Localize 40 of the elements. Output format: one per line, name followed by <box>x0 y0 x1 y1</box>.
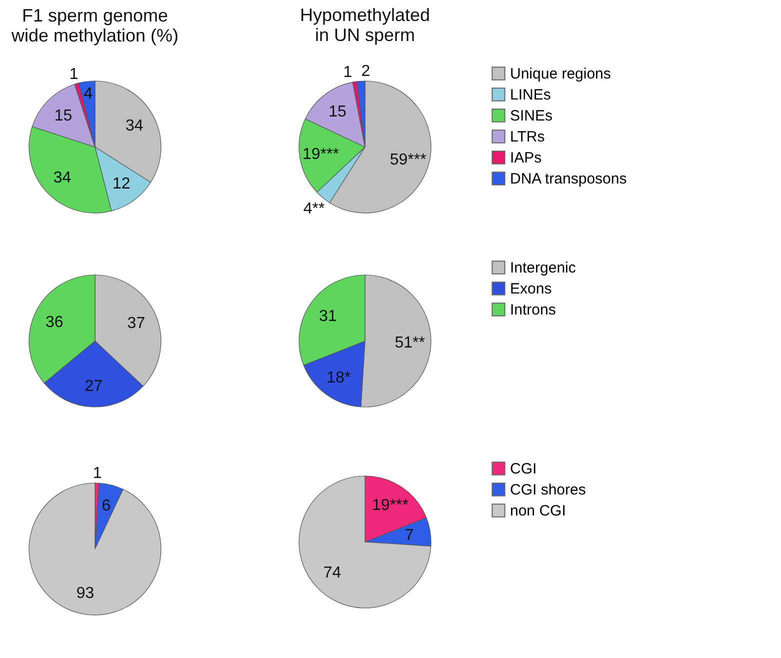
legend-label: SINEs <box>510 108 553 124</box>
data-label: 2 <box>361 63 370 80</box>
chart-title: F1 sperm genome wide methylation (%) <box>10 6 179 46</box>
data-label: 27 <box>84 378 103 395</box>
legend-label: Unique regions <box>510 66 611 82</box>
data-label: 7 <box>404 526 414 544</box>
data-label: 34 <box>125 117 144 134</box>
legend-label: non CGI <box>510 502 566 520</box>
legend-label: LTRs <box>510 128 545 146</box>
data-label: 15 <box>328 104 346 121</box>
data-label: 34 <box>53 170 72 187</box>
data-label: 19*** <box>372 496 408 514</box>
legend-label: LINEs <box>510 86 551 104</box>
legend-label: IAPs <box>510 150 542 166</box>
legend-label: Intergenic <box>510 260 576 276</box>
data-label: 19*** <box>302 146 339 164</box>
data-label: 37 <box>127 315 146 332</box>
data-label: 6 <box>102 498 111 515</box>
data-label: 12 <box>112 175 130 192</box>
data-label: 15 <box>54 107 72 124</box>
data-label: 1 <box>343 64 352 81</box>
data-label: 59*** <box>390 152 426 169</box>
data-label: 1 <box>92 465 102 482</box>
data-label: 51** <box>394 334 425 352</box>
data-label: 4** <box>303 200 325 218</box>
legend-label: Exons <box>510 280 552 298</box>
data-label: 36 <box>45 314 64 331</box>
pie-slice <box>28 482 162 616</box>
data-label: 4 <box>84 85 93 102</box>
legend-label: DNA transposons <box>510 170 627 188</box>
data-label: 93 <box>76 584 94 602</box>
legend-label: CGI shores <box>510 482 586 498</box>
legend-label: CGI <box>510 460 537 478</box>
data-label: 1 <box>69 66 78 84</box>
data-label: 31 <box>318 308 337 325</box>
pie-slice <box>298 476 432 608</box>
chart-title: Hypomethylated in UN sperm <box>300 5 430 46</box>
legend-label: Introns <box>510 302 556 318</box>
data-label: 18* <box>326 369 351 386</box>
data-label: 74 <box>323 564 342 582</box>
